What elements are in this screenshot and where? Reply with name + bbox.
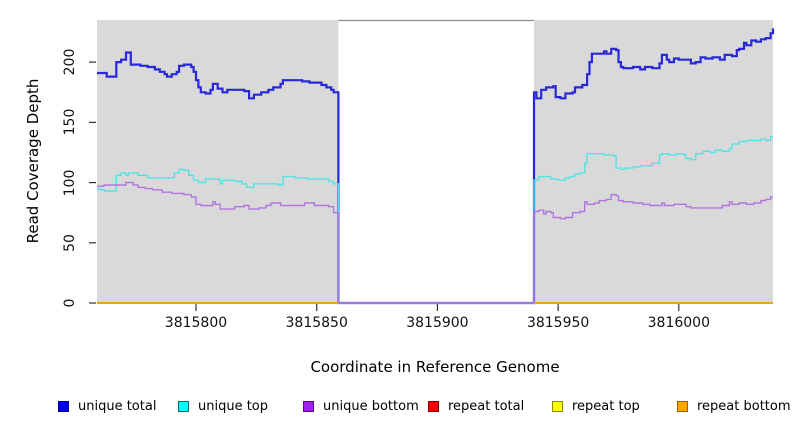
x-tick-label: 3815800 [164,315,228,331]
covered-region [97,20,339,303]
covered-region [534,20,773,303]
y-tick-label: 50 [62,233,78,252]
x-axis-title: Coordinate in Reference Genome [310,358,560,376]
y-axis-title: Read Coverage Depth [24,78,42,244]
y-tick-label: 150 [62,108,78,136]
x-tick-label: 3816000 [647,315,710,331]
series-unique-total [97,28,775,305]
x-tick-label: 3815900 [406,315,469,331]
y-tick-label: 200 [62,48,78,76]
x-tick-label: 3815850 [285,315,348,331]
series-unique-top [97,136,773,304]
y-tick-label: 0 [62,298,78,308]
y-tick-label: 100 [62,169,78,196]
x-tick-label: 3815950 [526,315,590,331]
series-unique-bottom [97,181,773,304]
